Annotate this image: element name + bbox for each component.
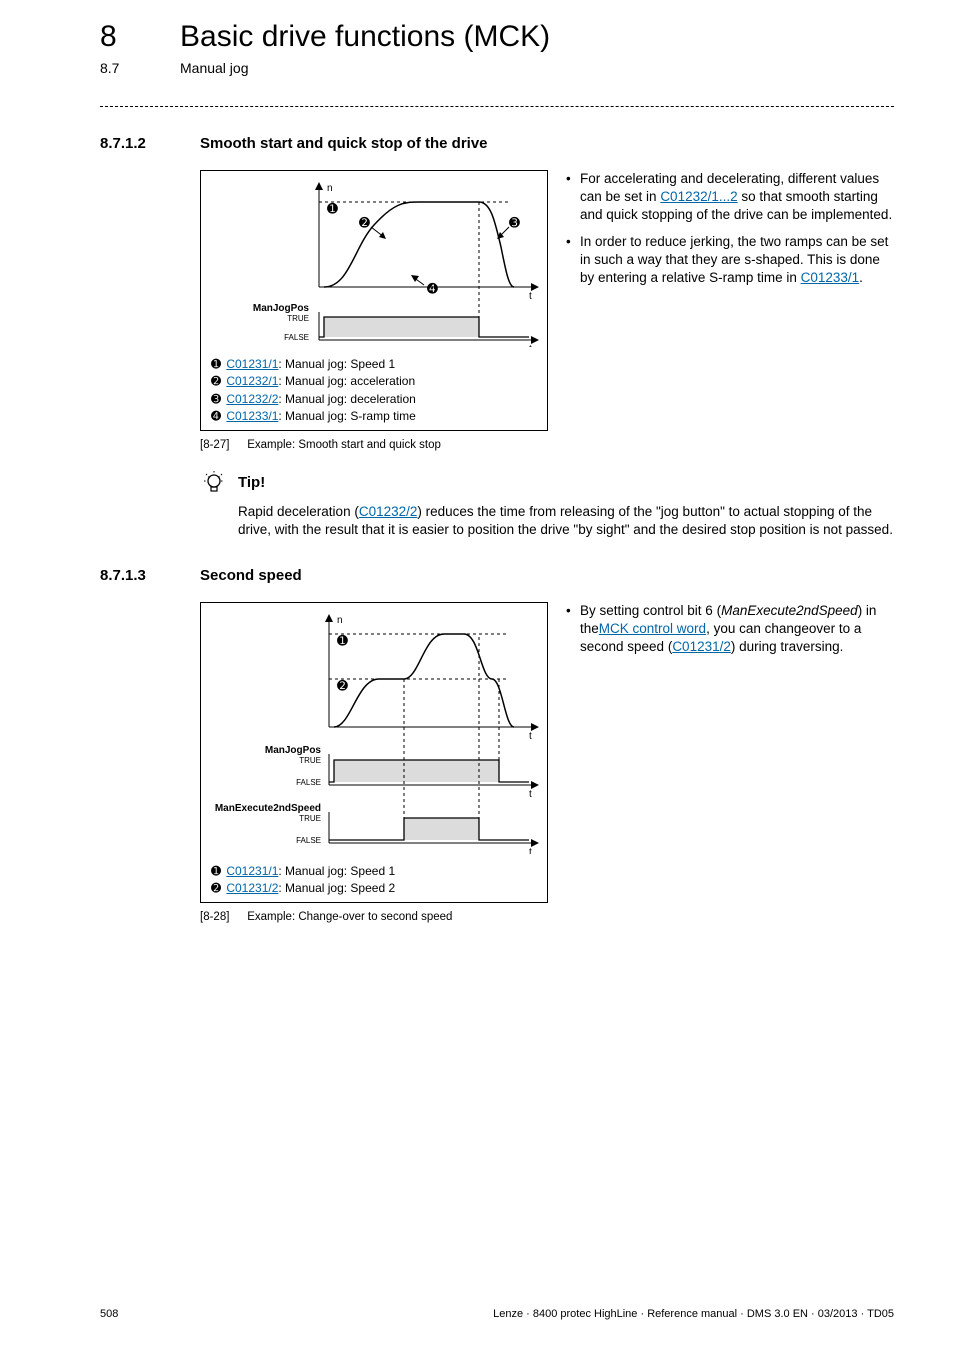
bullet-item: By setting control bit 6 (ManExecute2ndS…	[566, 602, 894, 657]
second-speed-svg: n t ➊ ➋ ManJogPos TRUE FALSE t ManExe	[209, 609, 539, 854]
diagram-frame: n t ➊ ➋ ➌ ➍ ManJogPos TRUE FALSE	[200, 170, 548, 431]
diagram-frame: n t ➊ ➋ ManJogPos TRUE FALSE t ManExe	[200, 602, 548, 903]
page-header: 8 Basic drive functions (MCK)	[100, 20, 894, 54]
true-label2: TRUE	[299, 814, 321, 823]
false-label: FALSE	[296, 778, 321, 787]
section-heading: 8.7.1.2 Smooth start and quick stop of t…	[100, 135, 894, 152]
axis-t3: t	[529, 847, 532, 854]
axis-t: t	[529, 731, 532, 742]
section-number: 8.7	[100, 60, 140, 76]
code-link[interactable]: C01231/1	[226, 864, 278, 878]
section-title: Manual jog	[180, 60, 249, 76]
code-link[interactable]: C01232/2	[359, 504, 418, 519]
manjogpos-label: ManJogPos	[253, 303, 310, 314]
legend-row: ➋ C01231/2: Manual jog: Speed 2	[209, 880, 539, 897]
page-subheader: 8.7 Manual jog	[100, 60, 894, 76]
man2nd-label: ManExecute2ndSpeed	[215, 803, 321, 814]
tip-block: Tip! Rapid deceleration (C01232/2) reduc…	[200, 469, 894, 539]
true-label: TRUE	[299, 756, 321, 765]
chapter-number: 8	[100, 20, 140, 54]
figure-caption-text: Example: Smooth start and quick stop	[247, 439, 441, 451]
lightbulb-icon	[200, 469, 228, 497]
page-footer: 508 Lenze · 8400 protec HighLine · Refer…	[100, 1308, 894, 1320]
figure-number: [8-27]	[200, 439, 244, 451]
code-link[interactable]: C01231/2	[226, 881, 278, 895]
legend-row: ➋ C01232/1: Manual jog: acceleration	[209, 373, 539, 390]
section2-content: n t ➊ ➋ ManJogPos TRUE FALSE t ManExe	[200, 602, 894, 903]
diagram-smooth-start: n t ➊ ➋ ➌ ➍ ManJogPos TRUE FALSE	[200, 170, 548, 431]
tip-header: Tip!	[200, 469, 894, 497]
diagram-legend: ➊ C01231/1: Manual jog: Speed 1 ➋ C01232…	[209, 356, 539, 426]
subsection-title: Smooth start and quick stop of the drive	[200, 135, 488, 152]
code-link[interactable]: C01233/1	[226, 409, 278, 423]
section2-description: By setting control bit 6 (ManExecute2ndS…	[566, 602, 894, 903]
figure-caption: [8-27] Example: Smooth start and quick s…	[200, 439, 894, 451]
tip-label: Tip!	[238, 474, 265, 491]
legend-row: ➍ C01233/1: Manual jog: S-ramp time	[209, 408, 539, 425]
page-number: 508	[100, 1308, 118, 1320]
bullet-item: For accelerating and decelerating, diffe…	[566, 170, 894, 225]
code-link[interactable]: C01232/2	[226, 392, 278, 406]
code-link[interactable]: C01232/1	[226, 374, 278, 388]
bullet-item: In order to reduce jerking, the two ramp…	[566, 233, 894, 288]
tip-body: Rapid deceleration (C01232/2) reduces th…	[238, 503, 894, 539]
diagram-legend: ➊ C01231/1: Manual jog: Speed 1 ➋ C01231…	[209, 863, 539, 898]
manjogpos-label: ManJogPos	[265, 745, 322, 756]
figure-caption: [8-28] Example: Change-over to second sp…	[200, 911, 894, 923]
speed-curve-svg: n t ➊ ➋ ➌ ➍ ManJogPos TRUE FALSE	[209, 177, 539, 347]
marker-1: ➊	[337, 633, 348, 648]
figure-caption-text: Example: Change-over to second speed	[247, 911, 452, 923]
marker-2: ➋	[337, 678, 348, 693]
doc-info: Lenze · 8400 protec HighLine · Reference…	[493, 1308, 894, 1320]
diagram-second-speed: n t ➊ ➋ ManJogPos TRUE FALSE t ManExe	[200, 602, 548, 903]
section1-content: n t ➊ ➋ ➌ ➍ ManJogPos TRUE FALSE	[200, 170, 894, 431]
mck-control-word-link[interactable]: MCK control word	[599, 621, 706, 636]
code-link[interactable]: C01231/2	[672, 639, 731, 654]
figure-number: [8-28]	[200, 911, 244, 923]
legend-row: ➌ C01232/2: Manual jog: deceleration	[209, 391, 539, 408]
false-label2: FALSE	[296, 836, 321, 845]
axis-t: t	[529, 291, 532, 302]
subsection-number: 8.7.1.2	[100, 135, 170, 152]
false-label: FALSE	[284, 333, 309, 342]
legend-row: ➊ C01231/1: Manual jog: Speed 1	[209, 356, 539, 373]
axis-n: n	[337, 615, 343, 626]
section-heading: 8.7.1.3 Second speed	[100, 567, 894, 584]
section1-description: For accelerating and decelerating, diffe…	[566, 170, 894, 431]
code-link[interactable]: C01232/1...2	[660, 189, 737, 204]
subsection-title: Second speed	[200, 567, 302, 584]
code-link[interactable]: C01233/1	[801, 270, 860, 285]
axis-t2: t	[529, 789, 532, 800]
axis-t2: t	[529, 344, 532, 347]
marker-3: ➌	[509, 215, 520, 230]
axis-n: n	[327, 183, 333, 194]
marker-4: ➍	[427, 281, 438, 296]
subsection-number: 8.7.1.3	[100, 567, 170, 584]
separator	[100, 106, 894, 107]
legend-row: ➊ C01231/1: Manual jog: Speed 1	[209, 863, 539, 880]
chapter-title: Basic drive functions (MCK)	[180, 20, 550, 54]
code-link[interactable]: C01231/1	[226, 357, 278, 371]
marker-2: ➋	[359, 215, 370, 230]
true-label: TRUE	[287, 314, 309, 323]
marker-1: ➊	[327, 201, 338, 216]
